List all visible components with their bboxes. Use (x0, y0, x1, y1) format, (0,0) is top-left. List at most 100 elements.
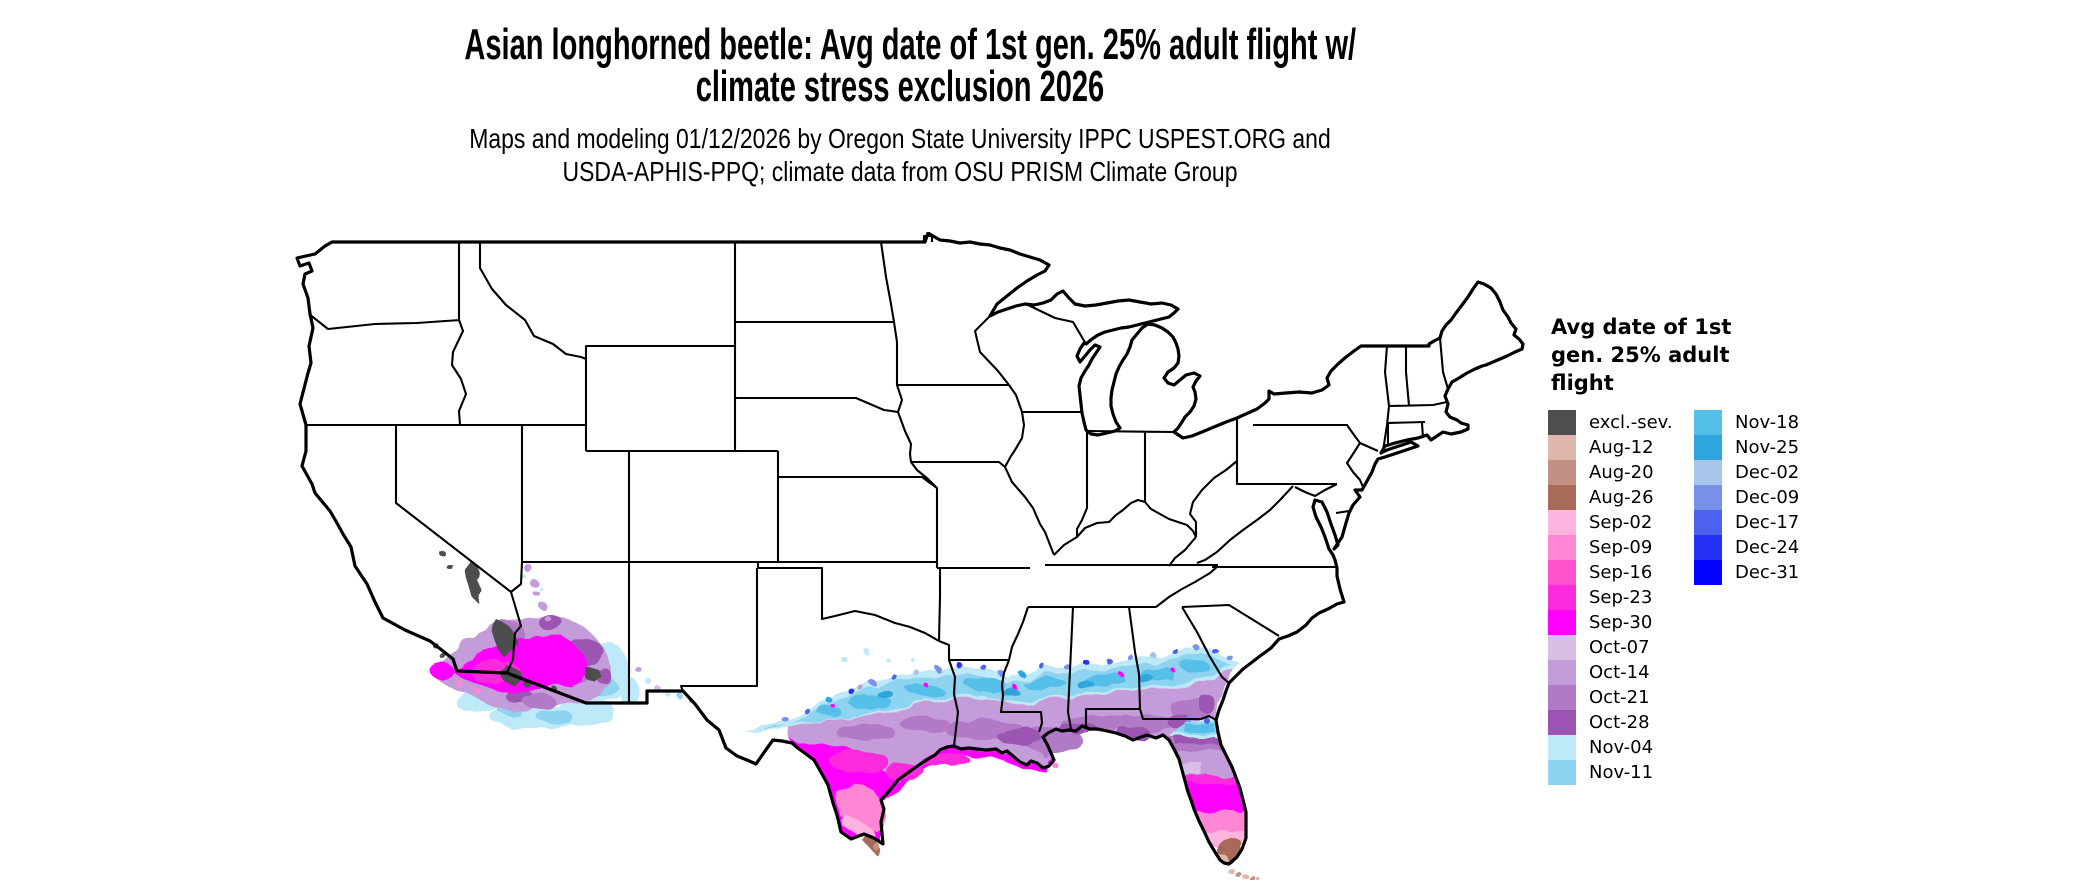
legend-column-2: Nov-18 Nov-25 Dec-02 Dec-09 Dec-17 Dec-2… (1694, 410, 1799, 585)
legend-item: Oct-21 (1548, 685, 1673, 710)
raster-speckle (923, 682, 927, 686)
legend-swatch (1548, 560, 1576, 585)
legend-swatch (1548, 585, 1576, 610)
raster-speckle (1249, 875, 1255, 880)
legend-swatch (1548, 410, 1576, 435)
region-gulf-band-nov11 (765, 653, 1232, 733)
raster-speckle (1242, 873, 1248, 879)
legend-item: Dec-17 (1694, 510, 1799, 535)
legend-swatch (1694, 535, 1722, 560)
legend-label: Sep-02 (1589, 512, 1653, 533)
raster-speckle (1128, 655, 1134, 661)
map-title-line1: Asian longhorned beetle: Avg date of 1st… (464, 20, 1357, 69)
legend-label: Dec-02 (1735, 462, 1800, 483)
raster-speckles (521, 564, 1260, 880)
legend-label: Dec-24 (1735, 537, 1800, 558)
legend-item: excl.-sev. (1548, 410, 1673, 435)
raster-speckle (1121, 674, 1125, 678)
legend-item: Dec-24 (1694, 535, 1799, 560)
legend-item: Oct-28 (1548, 710, 1673, 735)
legend-label: Aug-26 (1589, 487, 1654, 508)
raster-speckle (864, 649, 870, 655)
legend-label: Dec-17 (1735, 512, 1800, 533)
raster-speckle (1173, 670, 1177, 674)
raster-speckle (1204, 718, 1210, 724)
raster-speckle (998, 670, 1004, 676)
legend-item: Dec-31 (1694, 560, 1799, 585)
map-subtitle-line1: Maps and modeling 01/12/2026 by Oregon S… (469, 123, 1331, 154)
legend-column-1: excl.-sev. Aug-12 Aug-20 Aug-26 Sep-02 S… (1548, 410, 1673, 785)
legend-item: Sep-09 (1548, 535, 1673, 560)
raster-speckle (538, 586, 542, 590)
legend-swatch (1548, 510, 1576, 535)
legend-swatch (1548, 535, 1576, 560)
raster-speckle (544, 615, 550, 621)
legend-item: Dec-02 (1694, 460, 1799, 485)
raster-speckle (980, 664, 986, 670)
legend-swatch (1548, 660, 1576, 685)
legend-swatch (1694, 485, 1722, 510)
legend-label: Nov-18 (1735, 412, 1800, 433)
raster-speckle (1046, 757, 1052, 763)
raster-speckle (524, 564, 532, 572)
state-borders (306, 234, 1450, 747)
legend-item: Nov-18 (1694, 410, 1799, 435)
region-south-texas-aug20-dot (873, 844, 881, 850)
us-outline (295, 232, 1525, 866)
legend-label: Oct-21 (1589, 687, 1650, 708)
raster-speckle (1226, 654, 1232, 660)
legend-label: Sep-16 (1589, 562, 1653, 583)
raster-speckle (936, 667, 942, 673)
raster-speckle (677, 693, 683, 699)
raster-speckle (534, 591, 540, 597)
legend-title: Avg date of 1st gen. 25% adult flight (1551, 315, 1732, 395)
legend-swatch (1694, 460, 1722, 485)
legend-swatch (1548, 710, 1576, 735)
legend-swatch (1548, 435, 1576, 460)
legend-swatch (1548, 485, 1576, 510)
legend-label: Aug-12 (1589, 437, 1654, 458)
region-florida-bands (1169, 719, 1246, 864)
legend-label: Nov-04 (1589, 737, 1654, 758)
raster-speckle (634, 665, 640, 671)
legend-swatch (1694, 510, 1722, 535)
legend-label: Nov-11 (1589, 762, 1654, 783)
legend-item: Nov-25 (1694, 435, 1799, 460)
raster-speckle (1084, 660, 1090, 666)
legend-label: Nov-25 (1735, 437, 1800, 458)
legend-item: Sep-02 (1548, 510, 1673, 535)
raster-speckle (857, 684, 863, 690)
legend-label: Oct-14 (1589, 662, 1650, 683)
raster-speckle (1040, 664, 1046, 670)
legend-label: Oct-28 (1589, 712, 1650, 733)
raster-speckle (886, 658, 890, 662)
map-title-line2: climate stress exclusion 2026 (695, 62, 1105, 111)
legend-item: Aug-20 (1548, 460, 1673, 485)
raster-speckle (644, 677, 650, 683)
legend-item: Oct-14 (1548, 660, 1673, 685)
raster-speckle (1235, 871, 1241, 877)
raster-speckle (1040, 749, 1046, 755)
legend-swatch (1548, 635, 1576, 660)
raster-speckle (1228, 868, 1234, 874)
raster-speckle (913, 660, 917, 664)
legend-item: Oct-07 (1548, 635, 1673, 660)
legend-label: Aug-20 (1589, 462, 1654, 483)
raster-speckle (1013, 685, 1017, 689)
legend-label: Dec-31 (1735, 562, 1800, 583)
legend-item: Aug-12 (1548, 435, 1673, 460)
legend-item: Nov-04 (1548, 735, 1673, 760)
raster-speckle (848, 688, 854, 694)
raster-speckle (1106, 658, 1112, 664)
raster-speckle (539, 602, 547, 610)
map-subtitle-line2: USDA-APHIS-PPQ; climate data from OSU PR… (562, 156, 1238, 187)
raster-speckle (892, 675, 898, 681)
raster-speckle (1062, 662, 1068, 668)
raster-speckle (1256, 877, 1260, 880)
raster-speckle (1150, 652, 1156, 658)
raster-speckle (831, 704, 835, 708)
raster-speckle (529, 578, 537, 586)
raster-speckle (1212, 648, 1218, 654)
legend-item: Sep-30 (1548, 610, 1673, 635)
legend-swatch (1548, 610, 1576, 635)
